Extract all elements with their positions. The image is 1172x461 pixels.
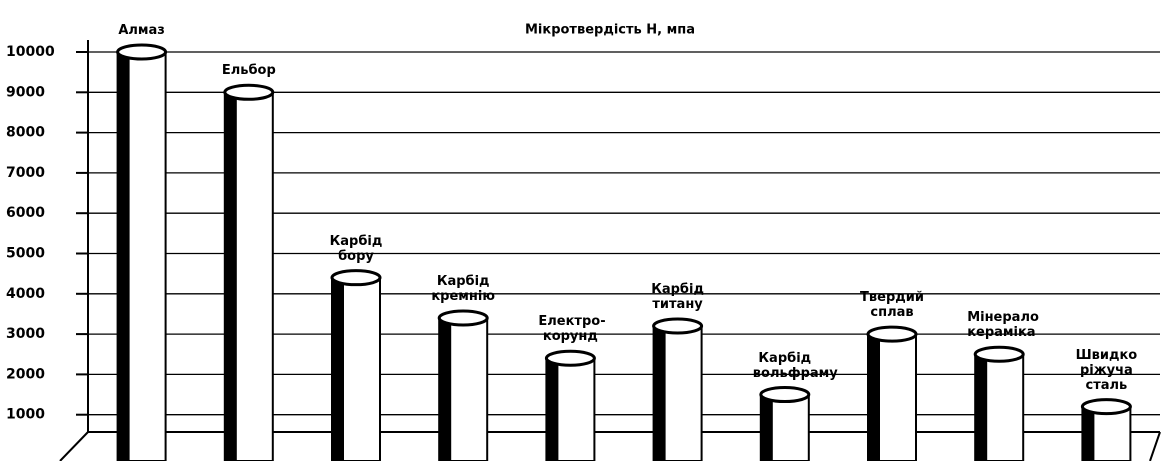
bar-top — [544, 349, 596, 367]
bar-shade — [653, 326, 666, 461]
y-tick-label: 10000 — [6, 44, 55, 60]
y-tick-label: 9000 — [6, 84, 45, 100]
bar-shade — [1082, 406, 1095, 461]
floor-left — [59, 431, 89, 461]
bar-top — [223, 83, 275, 101]
y-tick-label: 4000 — [6, 286, 45, 302]
category-label: Ельбор — [221, 63, 276, 79]
bar-top — [866, 325, 918, 343]
y-tick-label: 7000 — [6, 165, 45, 181]
bar-top — [330, 269, 382, 287]
floor-right — [1149, 431, 1161, 461]
category-label: Мінерало кераміка — [967, 310, 1039, 341]
chart-title: Мікротвердість Н, мпа — [525, 23, 695, 38]
y-tick-label: 8000 — [6, 125, 45, 141]
bar-shade — [332, 277, 344, 461]
bar-top — [759, 386, 811, 404]
category-label: Електро-корунд — [538, 314, 606, 345]
bar-shade — [868, 334, 880, 461]
y-tick-label: 5000 — [6, 246, 45, 262]
bar-shade — [546, 358, 559, 461]
y-tick-label: 6000 — [6, 205, 45, 221]
bar-shade — [760, 394, 773, 461]
bar-top — [652, 317, 704, 335]
bar-top — [437, 309, 489, 327]
category-label: Алмаз — [118, 23, 165, 38]
bar-shade — [439, 317, 452, 461]
y-tick-label: 3000 — [6, 326, 45, 342]
bar-top — [1080, 398, 1132, 416]
bar-shade — [117, 52, 130, 461]
category-label: Швидко ріжуча сталь — [1075, 347, 1138, 393]
bar-shade — [224, 92, 237, 461]
category-label: Твердий сплав — [860, 290, 924, 321]
y-tick-label: 1000 — [6, 407, 45, 423]
category-label: Карбід кремнію — [431, 273, 496, 304]
category-label: Карбід бору — [329, 233, 383, 264]
bar-shade — [975, 354, 988, 461]
bar-top — [116, 43, 168, 61]
category-label: Карбід титану — [651, 282, 704, 313]
bar-top — [973, 345, 1025, 363]
category-label: Карбід вольфраму — [752, 350, 838, 381]
y-tick-label: 2000 — [6, 366, 45, 382]
